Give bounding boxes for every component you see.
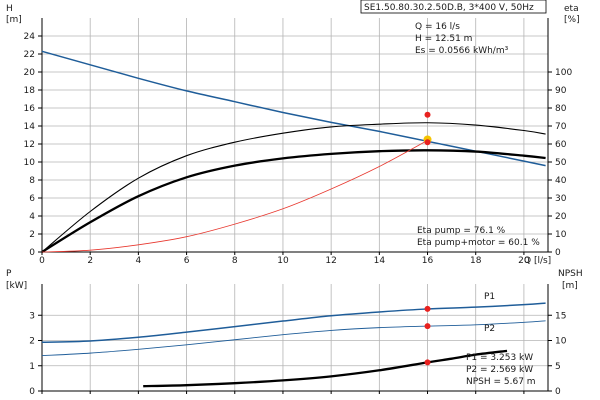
y-right-tick-label: 90 [555,86,567,96]
y-left-tick-label: 6 [29,194,35,204]
y-right-tick-label: 0 [555,248,561,258]
bottom-ticks: 0 1 2 3 0 5 10 15 [29,311,566,397]
y-right-tick-label: 60 [555,140,567,150]
y-left-tick-label: 4 [29,212,35,222]
y-right-tick-label: 10 [555,230,567,240]
x-tick-label: 18 [470,256,482,266]
series-eta_pump-line [41,122,546,253]
y-left-tick-label: 12 [24,140,35,150]
y-right-tick-label: 100 [555,68,572,78]
x-tick-label: 20 [518,256,530,266]
bottom-points [424,305,431,366]
x-tick-label: 16 [422,256,434,266]
x-tick-label: 10 [277,256,289,266]
info-energy: Es = 0.0566 kWh/m³ [415,46,509,56]
head-panel: 0 2 4 6 8 10 12 14 16 18 2002468101214161820222401… [6,0,580,266]
q-axis-label: Q [l/s] [524,256,551,266]
info-flow: Q = 16 l/s [415,22,460,32]
top-grid [42,18,548,252]
x-tick-label: 2 [87,256,93,266]
pump-model-label: SE1.50.80.30.2.50D.B, 3*400 V, 50Hz [364,3,534,13]
pump-model-box [360,0,547,14]
legend-p2: P2 [484,324,495,334]
x-tick-label: 8 [232,256,238,266]
y-left-tick-label: 0 [29,387,35,397]
npsh-axis-label: NPSH [558,269,583,279]
y-left-tick-label: 24 [24,32,36,42]
y-left-tick-label: 22 [24,50,35,60]
y-right-tick-label: 40 [555,176,567,186]
duty-point-marker [424,111,431,118]
top-series [41,50,546,253]
y-right-tick-label: 15 [555,311,566,321]
y-left-tick-label: 14 [24,122,36,132]
series-p2-line [41,320,546,357]
top-ticks: 0 2 4 6 8 10 12 14 16 18 2002468101214161820222401… [24,32,573,266]
y-right-tick-label: 70 [555,122,567,132]
series-npsh-line [143,349,508,388]
info-eta-total: Eta pump+motor = 60.1 % [417,238,540,248]
y-right-tick-label: 5 [555,362,561,372]
legend-p1: P1 [484,292,495,302]
h-axis-label: H [6,4,13,14]
series-head-line [41,50,546,167]
series-p1-line [41,302,546,344]
h-axis-unit: [m] [6,15,22,25]
x-tick-label: 12 [325,256,336,266]
y-left-tick-label: 2 [29,230,35,240]
y-right-tick-label: 30 [555,194,567,204]
x-tick-label: 0 [39,256,45,266]
info-p2: P2 = 2.569 kW [466,365,533,375]
y-left-tick-label: 0 [29,248,35,258]
duty-point-marker [424,305,431,312]
x-tick-label: 14 [374,256,386,266]
y-right-tick-label: 80 [555,104,567,114]
duty-point-marker [424,359,431,366]
y-right-tick-label: 10 [555,337,567,347]
y-left-tick-label: 2 [29,337,35,347]
power-panel: 0 1 2 3 0 5 10 15 P [kW] NPSH [m] P1 P2 P1 = 3.… [6,269,583,397]
bottom-series [41,302,546,388]
info-head: H = 12.51 m [415,34,472,44]
y-left-tick-label: 18 [24,86,36,96]
p-axis-label: P [6,269,12,279]
y-right-tick-label: 0 [555,387,561,397]
duty-point-marker [424,323,431,330]
y-left-tick-label: 10 [24,158,36,168]
series-system_curve-line [41,140,428,253]
info-eta-pump: Eta pump = 76.1 % [417,226,506,236]
x-tick-label: 6 [184,256,190,266]
y-right-tick-label: 50 [555,158,567,168]
eta-axis-unit: [%] [564,15,580,25]
info-npsh: NPSH = 5.67 m [466,377,536,387]
series-eta_total-line [41,149,546,253]
top-points [423,111,432,146]
duty-point-marker [424,139,431,146]
bottom-grid [42,284,548,391]
eta-axis-label: eta [564,4,579,14]
x-tick-label: 4 [136,256,142,266]
y-left-tick-label: 8 [29,176,35,186]
y-left-tick-label: 1 [29,362,35,372]
info-p1: P1 = 3.253 kW [466,353,533,363]
y-right-tick-label: 20 [555,212,567,222]
y-left-tick-label: 16 [24,104,36,114]
p-axis-unit: [kW] [6,281,27,291]
y-left-tick-label: 3 [29,311,35,321]
npsh-axis-unit: [m] [562,281,578,291]
y-left-tick-label: 20 [24,68,36,78]
